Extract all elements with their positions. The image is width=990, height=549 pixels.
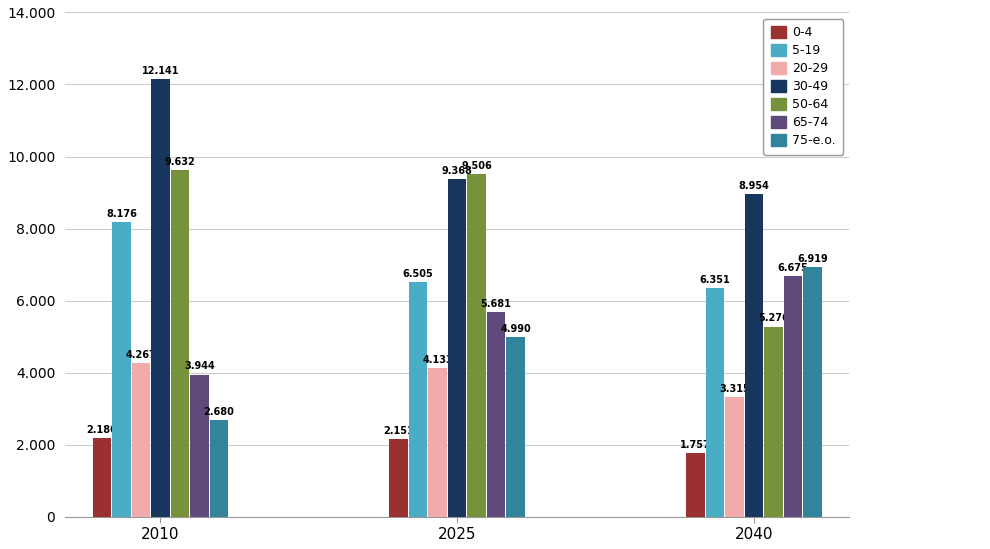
Text: 2.180: 2.180 <box>86 425 118 435</box>
Text: 6.505: 6.505 <box>403 269 434 279</box>
Bar <box>170 170 189 517</box>
Bar <box>389 439 408 517</box>
Text: 9.368: 9.368 <box>442 166 472 176</box>
Bar <box>190 374 209 517</box>
Bar <box>112 222 131 517</box>
Bar <box>210 420 228 517</box>
Text: 1.757: 1.757 <box>680 440 711 450</box>
Text: 9.506: 9.506 <box>461 161 492 171</box>
Bar <box>467 174 486 517</box>
Text: 9.632: 9.632 <box>164 156 195 166</box>
Text: 4.133: 4.133 <box>423 355 453 365</box>
Bar <box>803 267 822 517</box>
Text: 6.351: 6.351 <box>700 274 731 285</box>
Text: 2.680: 2.680 <box>203 407 235 417</box>
Text: 4.990: 4.990 <box>500 324 531 334</box>
Bar <box>725 397 743 517</box>
Text: 3.315: 3.315 <box>719 384 749 394</box>
Bar <box>151 80 169 517</box>
Bar <box>783 276 802 517</box>
Bar <box>93 438 111 517</box>
Text: 2.151: 2.151 <box>383 426 414 436</box>
Text: 5.276: 5.276 <box>758 313 789 323</box>
Text: 5.681: 5.681 <box>481 299 512 309</box>
Bar <box>744 194 763 517</box>
Text: 8.176: 8.176 <box>106 209 137 219</box>
Bar <box>764 327 783 517</box>
Text: 12.141: 12.141 <box>142 66 179 76</box>
Bar <box>487 312 505 517</box>
Text: 4.267: 4.267 <box>126 350 156 360</box>
Bar <box>506 337 525 517</box>
Bar <box>409 282 428 517</box>
Legend: 0-4, 5-19, 20-29, 30-49, 50-64, 65-74, 75-e.o.: 0-4, 5-19, 20-29, 30-49, 50-64, 65-74, 7… <box>763 19 843 155</box>
Bar <box>429 368 446 517</box>
Bar <box>132 363 150 517</box>
Text: 6.675: 6.675 <box>777 263 808 273</box>
Text: 6.919: 6.919 <box>797 254 828 264</box>
Text: 8.954: 8.954 <box>739 181 769 191</box>
Text: 3.944: 3.944 <box>184 361 215 371</box>
Bar <box>447 180 466 517</box>
Bar <box>686 453 705 517</box>
Bar <box>706 288 725 517</box>
